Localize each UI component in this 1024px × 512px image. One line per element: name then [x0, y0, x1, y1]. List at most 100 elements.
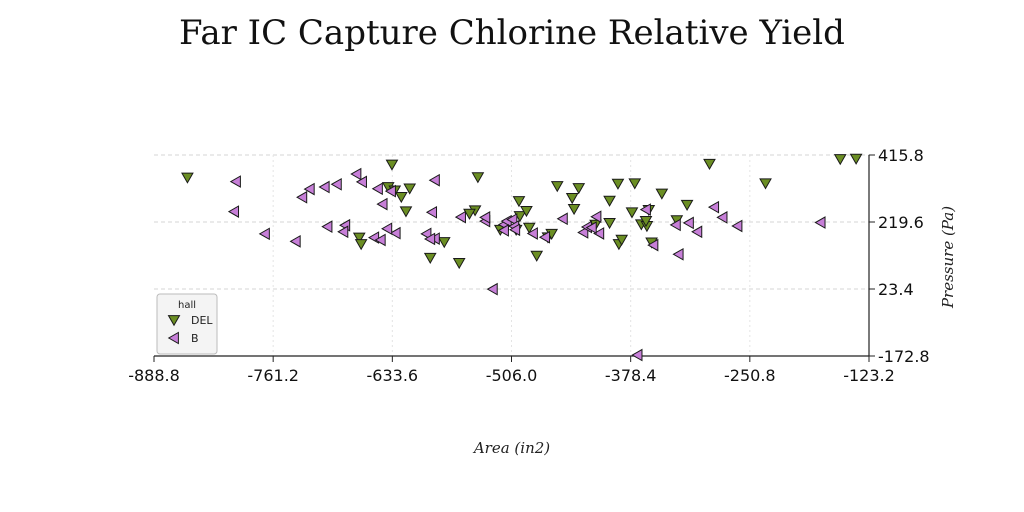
point-b: [593, 227, 605, 240]
point-b: [479, 211, 491, 224]
point-b: [814, 216, 826, 229]
point-del: [352, 232, 366, 244]
point-b: [672, 247, 684, 261]
point-del: [354, 239, 368, 251]
point-b: [716, 211, 728, 224]
axes: [153, 154, 875, 362]
point-b: [538, 230, 551, 244]
point-b: [425, 205, 438, 219]
point-del: [394, 192, 408, 204]
point-del: [567, 203, 581, 216]
point-del: [639, 215, 653, 228]
point-del: [603, 217, 616, 230]
x-tick-label: -250.8: [724, 366, 776, 385]
point-b: [303, 182, 315, 196]
point-del: [471, 172, 485, 184]
point-del: [463, 208, 476, 220]
x-tick-label: -506.0: [486, 366, 538, 385]
point-del: [603, 195, 616, 207]
x-tick-label: -123.2: [843, 366, 895, 385]
point-b: [682, 216, 694, 230]
point-del: [655, 188, 669, 200]
point-b: [424, 232, 436, 246]
point-b: [486, 282, 498, 296]
point-b: [381, 222, 393, 236]
point-b: [289, 234, 301, 248]
point-b: [374, 233, 386, 247]
legend-marker-b: [167, 331, 179, 345]
point-del: [565, 193, 579, 205]
point-b: [318, 180, 330, 194]
point-b: [506, 213, 518, 226]
point-b: [577, 226, 589, 239]
x-axis-label: Area (in2): [472, 439, 550, 457]
y-tick-label: 219.6: [878, 213, 924, 232]
point-del: [423, 252, 437, 264]
point-del: [628, 178, 642, 190]
y-tick-label: -172.8: [878, 347, 930, 366]
point-b: [585, 221, 597, 235]
point-b: [509, 223, 521, 237]
data-points: [181, 153, 863, 362]
point-del: [550, 181, 564, 193]
point-b: [296, 190, 308, 204]
point-b: [229, 175, 241, 188]
point-b: [691, 225, 703, 239]
point-b: [631, 348, 643, 362]
point-b: [454, 210, 466, 224]
point-b: [669, 218, 681, 232]
point-b: [731, 219, 743, 233]
point-b: [321, 220, 333, 234]
point-b: [389, 226, 401, 240]
x-tick-label: -378.4: [605, 366, 657, 385]
point-del: [759, 178, 772, 190]
tick-labels: 415.8 219.6 23.4 -172.8 -888.8 -761.2 -633.6 -5…: [128, 146, 929, 385]
point-b: [707, 200, 720, 214]
point-b: [590, 210, 602, 224]
point-del: [680, 199, 694, 212]
point-b: [371, 182, 383, 196]
point-del: [572, 183, 586, 195]
point-del: [385, 159, 399, 171]
point-b: [556, 212, 568, 226]
y-axis-label: Pressure (Pa): [939, 206, 957, 309]
point-del: [403, 183, 417, 195]
x-tick-label: -761.2: [247, 366, 299, 385]
point-b: [384, 184, 396, 198]
point-b: [258, 227, 270, 241]
point-del: [520, 206, 533, 218]
x-tick-label: -888.8: [128, 366, 180, 385]
point-del: [849, 153, 863, 165]
point-del: [452, 257, 466, 270]
grid-lines: [154, 154, 869, 356]
point-del: [181, 172, 194, 184]
legend-label-b: B: [191, 332, 199, 345]
point-b: [350, 167, 362, 181]
point-b: [227, 205, 240, 218]
legend-marker-del: [167, 315, 181, 327]
point-b: [330, 177, 342, 191]
point-del: [522, 222, 536, 234]
point-b: [497, 224, 509, 237]
point-b: [647, 238, 659, 252]
point-del: [833, 154, 847, 166]
y-tick-label: 23.4: [878, 280, 914, 299]
point-b: [526, 227, 538, 240]
point-b: [337, 225, 349, 239]
point-b: [376, 197, 388, 211]
point-del: [437, 237, 451, 249]
legend: hall DEL B: [156, 293, 218, 355]
x-tick-label: -633.6: [367, 366, 419, 385]
point-del: [625, 207, 639, 219]
legend-title: hall: [178, 300, 196, 311]
point-b: [428, 173, 440, 187]
chart-title: Far IC Capture Chlorine Relative Yield: [179, 13, 845, 53]
point-del: [615, 234, 629, 246]
point-del: [530, 250, 544, 262]
point-b: [639, 203, 651, 216]
point-b: [355, 175, 367, 189]
point-del: [399, 206, 413, 218]
point-del: [703, 158, 716, 171]
legend-items: DEL B: [167, 314, 213, 345]
